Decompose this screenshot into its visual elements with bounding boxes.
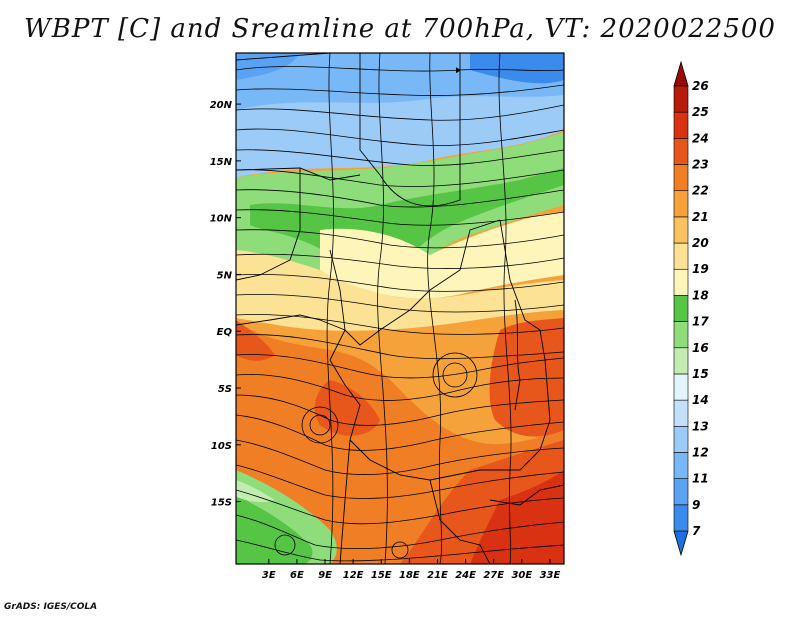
colorbar-segment [673,295,689,322]
wbpt-shaded-field [236,53,564,564]
colorbar-segment [673,452,689,479]
colorbar-label: 22 [692,184,709,198]
colorbar-segment [673,504,689,532]
latitude-label: 15N [210,157,233,168]
colorbar-label: 13 [692,419,709,433]
colorbar-label: 19 [692,262,709,276]
longitude-label: 15E [371,570,392,581]
colorbar-label: 14 [692,393,709,407]
colorbar-segment [673,190,689,218]
colorbar-label: 23 [692,158,709,172]
colorbar: 7 9 11 12 13 14 15 16 17 18 19 20 21 22 23 24 25 26 [673,60,709,557]
grads-credit: GrADS: IGES/COLA [4,602,98,612]
colorbar-label: 21 [692,210,709,224]
latitude-label: 15S [211,498,232,509]
longitude-label: 9E [318,570,332,581]
colorbar-label: 7 [692,524,701,538]
latitude-label: 10S [211,441,232,452]
colorbar-label: 16 [692,341,709,355]
longitude-label: 30E [511,570,532,581]
colorbar-label: 9 [692,498,700,512]
colorbar-segment [673,268,689,296]
longitude-label: 33E [540,570,561,581]
colorbar-segment [673,321,689,349]
colorbar-segment [673,478,689,506]
longitude-label: 24E [455,570,476,581]
colorbar-segment [673,399,689,427]
colorbar-label: 24 [692,131,709,145]
colorbar-label: 12 [692,445,709,459]
latitude-axis: 20N 15N 10N 5N EQ 5S 10S 15S [210,100,241,509]
longitude-label: 27E [483,570,504,581]
longitude-label: 21E [427,570,448,581]
colorbar-label: 15 [692,367,709,381]
longitude-axis: 3E 6E 9E 12E 15E 18E 21E 24E 27E 30E 33E [262,559,561,581]
colorbar-label: 18 [692,288,709,302]
latitude-label: 20N [210,100,233,111]
colorbar-segment [673,425,689,453]
latitude-label: 5S [218,384,232,395]
longitude-label: 12E [343,570,364,581]
colorbar-segment [673,347,689,375]
colorbar-segment [673,164,689,192]
colorbar-segment [673,138,689,165]
country-borders [236,53,564,564]
colorbar-min-triangle [673,530,689,557]
longitude-label: 3E [262,570,276,581]
latitude-label: 10N [210,214,233,225]
colorbar-max-triangle [673,60,689,87]
latitude-label: EQ [217,327,233,338]
streamlines [236,53,564,564]
colorbar-segment [673,216,689,244]
colorbar-segment [673,111,689,139]
colorbar-label: 11 [692,472,709,486]
longitude-label: 18E [399,570,420,581]
colorbar-label: 26 [692,79,709,93]
colorbar-segment [673,373,689,401]
colorbar-label: 25 [692,105,709,119]
longitude-label: 6E [290,570,304,581]
map-frame [235,52,565,565]
map-title: WBPT [C] and Sreamline at 700hPa, VT: 20… [24,14,776,44]
colorbar-label: 20 [692,236,709,250]
colorbar-label: 17 [692,315,709,329]
colorbar-segment [673,85,689,113]
latitude-label: 5N [217,270,233,281]
colorbar-segment [673,242,689,270]
